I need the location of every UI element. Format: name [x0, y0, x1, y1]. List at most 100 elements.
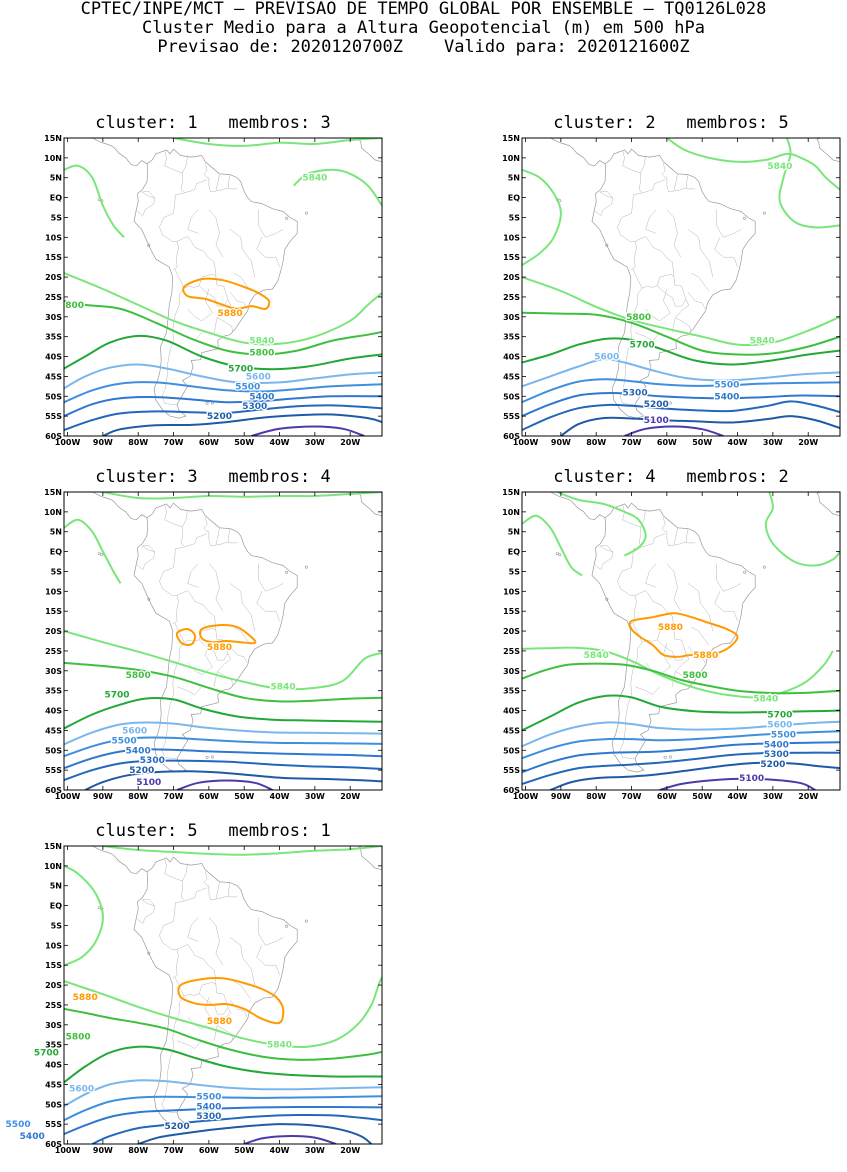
cluster-5-panel: cluster: 5 membros: 1 5880 5880 5800 5840 57…	[4, 820, 383, 1165]
contour-label: 5880	[218, 309, 243, 319]
political-border	[142, 898, 155, 907]
lat-tick-label: 35S	[45, 333, 62, 342]
header-subtitle-line: Cluster Medio para a Altura Geopotencial…	[142, 18, 705, 38]
contour-label: 5100	[644, 416, 669, 426]
political-border	[228, 528, 231, 543]
geopotential-contour-5880	[177, 976, 285, 1025]
lat-tick-label: 15N	[44, 134, 62, 143]
geopotential-contour-5600	[522, 720, 840, 748]
geopotential-contour-5300	[64, 404, 382, 431]
contour-label: 5840	[271, 683, 296, 693]
lon-tick-label: 50W	[692, 438, 712, 447]
map-frame	[521, 137, 841, 437]
lat-tick-label: 35S	[503, 333, 520, 342]
lat-tick-label: 10N	[502, 154, 520, 163]
contour-label: 5700	[228, 364, 253, 374]
lat-tick-label: 45S	[45, 726, 62, 735]
political-border	[673, 173, 678, 191]
contour-label: 5500	[6, 1120, 31, 1130]
map-frame-fill	[64, 138, 382, 436]
political-border	[666, 209, 682, 258]
geopotential-contour-5200	[102, 413, 382, 436]
political-border	[184, 887, 208, 902]
lat-tick-label: 15N	[502, 488, 520, 497]
island-outline	[147, 597, 151, 601]
political-border	[661, 517, 696, 547]
lat-tick-label: EQ	[50, 194, 62, 203]
geopotential-contour-5800	[64, 299, 382, 356]
lat-tick-label: 15S	[45, 253, 62, 262]
lat-tick-label: EQ	[50, 548, 62, 557]
political-border	[632, 622, 658, 643]
political-border	[214, 1025, 218, 1041]
south-america-coastline	[591, 502, 756, 773]
lat-tick-label: 5S	[509, 567, 521, 576]
lat-tick-label: 25S	[503, 647, 520, 656]
contour-label: 5400	[196, 1102, 221, 1112]
geopotential-contour-5600	[64, 363, 382, 390]
lon-tick-label: 80W	[586, 792, 606, 801]
lat-tick-label: 5N	[50, 882, 62, 891]
political-border	[600, 544, 613, 553]
lat-tick-label: 30S	[503, 313, 520, 322]
contour-label: 5600	[246, 372, 271, 382]
map-frame	[63, 137, 383, 437]
political-border	[184, 533, 208, 548]
lat-tick-label: 20S	[45, 981, 62, 990]
lat-tick-label: 10S	[45, 233, 62, 242]
lat-tick-label: 15S	[45, 607, 62, 616]
lon-tick-label: 20W	[340, 438, 360, 447]
island-outline	[205, 755, 209, 759]
south-america-coastline	[133, 502, 298, 773]
cluster-2-title: cluster: 2 membros: 5	[553, 113, 789, 133]
contour-label: 5840	[584, 651, 609, 661]
political-border	[203, 871, 238, 901]
lat-tick-label: 55S	[45, 1120, 62, 1129]
political-border	[258, 563, 284, 592]
geopotential-contour-5400	[522, 392, 840, 418]
political-border	[229, 229, 256, 278]
geopotential-contour-5840	[522, 168, 562, 266]
island-outline	[100, 553, 104, 557]
geopotential-contour-5100	[624, 425, 724, 436]
political-border	[216, 653, 233, 686]
political-border	[228, 174, 231, 189]
contour-label: 5700	[630, 341, 655, 351]
geopotential-contour-5880	[628, 612, 739, 658]
lat-tick-label: 20S	[503, 627, 520, 636]
header-title-line: CPTEC/INPE/MCT – PREVISAO DE TEMPO GLOBA…	[80, 0, 767, 19]
political-border	[673, 630, 687, 654]
island-outline	[205, 1109, 209, 1113]
lon-tick-label: 20W	[798, 792, 818, 801]
lat-tick-label: 60S	[503, 786, 520, 795]
contour-label: 5500	[196, 1092, 221, 1102]
political-border	[187, 563, 199, 588]
contour-label: 5880	[207, 1017, 232, 1027]
lon-tick-label: 60W	[199, 438, 219, 447]
lat-tick-label: 45S	[503, 726, 520, 735]
map-frame	[521, 491, 841, 791]
lat-tick-label: 10N	[44, 508, 62, 517]
political-border	[214, 317, 218, 333]
political-border	[619, 288, 643, 406]
lon-tick-label: 70W	[622, 792, 642, 801]
geopotential-contour-5840	[522, 276, 840, 347]
lat-tick-label: 40S	[45, 353, 62, 362]
political-border	[215, 984, 229, 1008]
contour-label: 5100	[739, 774, 764, 784]
geopotential-contour-5300	[91, 1113, 382, 1144]
political-border	[174, 268, 200, 289]
lat-tick-label: 5S	[51, 213, 63, 222]
island-outline	[147, 243, 151, 247]
island-outline	[97, 906, 101, 910]
lat-tick-label: 30S	[45, 313, 62, 322]
contour-label: 5840	[767, 162, 792, 172]
geopotential-contour-5100	[251, 425, 365, 436]
island-outline	[558, 553, 562, 557]
geopotential-contour-5880	[182, 277, 271, 311]
lon-tick-label: 100W	[55, 438, 81, 447]
lon-tick-label: 50W	[692, 792, 712, 801]
geopotential-contour-5800	[522, 662, 840, 695]
contour-label: 5600	[69, 1084, 94, 1094]
contour-label: 5100	[136, 778, 161, 788]
